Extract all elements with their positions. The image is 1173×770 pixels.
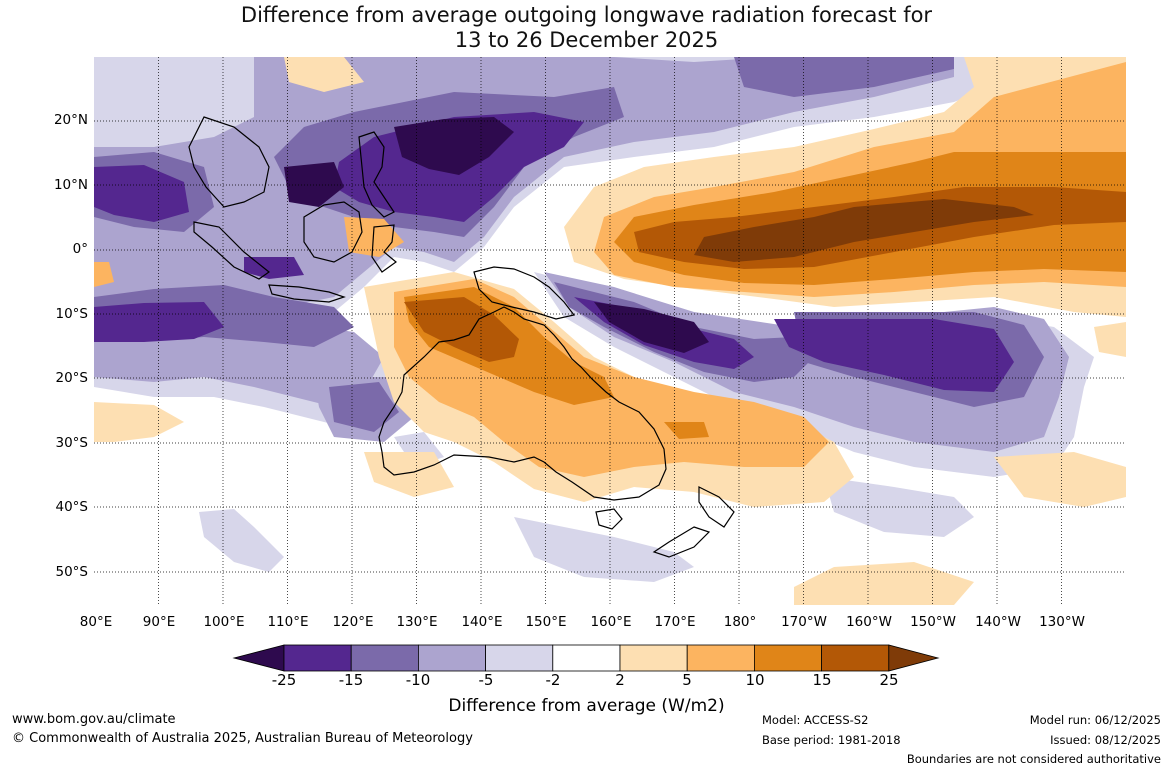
issued-text: Issued: 08/12/2025 <box>1050 733 1161 747</box>
lon-label-110E: 110°E <box>267 614 309 630</box>
olr-anomaly-map <box>94 57 1126 605</box>
colorbar-segment-minus-15-to-minus-10 <box>350 644 419 672</box>
colorbar <box>232 644 940 672</box>
lon-label-130W: 130°W <box>1039 614 1085 630</box>
java-coastline <box>268 284 346 303</box>
lon-label-90E: 90°E <box>142 614 176 630</box>
colorbar-tick-5: 5 <box>682 671 692 689</box>
sumatra-coastline <box>193 221 271 280</box>
colorbar-segment-2-to-5 <box>619 644 688 672</box>
chart-title: Difference from average outgoing longwav… <box>0 3 1173 53</box>
lat-label-40S: 40°S <box>55 499 89 515</box>
lon-label-160E: 160°E <box>590 614 632 630</box>
lon-label-170W: 170°W <box>781 614 827 630</box>
new-zealand-south-coastline <box>652 526 711 558</box>
website-link[interactable]: www.bom.gov.au/climate <box>12 712 176 727</box>
colorbar-tick-25: 25 <box>879 671 899 689</box>
lat-label-10N: 10°N <box>53 177 88 193</box>
lon-label-170E: 170°E <box>654 614 696 630</box>
lon-label-160W: 160°W <box>846 614 892 630</box>
anomaly-band-above-25 <box>694 199 1034 262</box>
colorbar-tick-2: 2 <box>615 671 625 689</box>
indochina-coastline <box>188 116 270 208</box>
colorbar-segment-minus-5-to-minus-2 <box>485 644 554 672</box>
model-run-text: Model run: 06/12/2025 <box>1029 713 1161 727</box>
lon-label-100E: 100°E <box>203 614 245 630</box>
lon-label-140E: 140°E <box>461 614 503 630</box>
borneo-coastline <box>303 201 363 263</box>
colorbar-tick--15: -15 <box>338 671 364 689</box>
lat-label-20S: 20°S <box>55 370 89 386</box>
lat-label-30S: 30°S <box>55 435 89 451</box>
lon-label-180: 180° <box>723 614 757 630</box>
new-guinea-coastline <box>473 266 576 320</box>
colorbar-tick-10: 10 <box>745 671 765 689</box>
lon-label-140W: 140°W <box>975 614 1021 630</box>
colorbar-segment-10-to-15 <box>754 644 823 672</box>
lat-label-10S: 10°S <box>55 306 89 322</box>
colorbar-segment-minus-2-to-2 <box>552 644 621 672</box>
anomaly-band-below-minus-25 <box>284 117 709 353</box>
lon-label-130E: 130°E <box>396 614 438 630</box>
colorbar-segment-minus-25-to-minus-15 <box>283 644 352 672</box>
colorbar-tick--25: -25 <box>271 671 297 689</box>
colorbar-segment-below-minus-25 <box>232 644 285 672</box>
colorbar-tick--10: -10 <box>405 671 431 689</box>
lon-label-80E: 80°E <box>79 614 113 630</box>
colorbar-segment-15-to-25 <box>821 644 890 672</box>
colorbar-tick--5: -5 <box>478 671 494 689</box>
lat-label-20N: 20°N <box>53 112 88 128</box>
philippines-coastline <box>358 131 395 218</box>
copyright-text: © Commonwealth of Australia 2025, Austra… <box>12 731 473 746</box>
lat-label-0: 0° <box>72 241 88 257</box>
colorbar-segment-minus-10-to-minus-5 <box>417 644 486 672</box>
title-line-2: 13 to 26 December 2025 <box>454 28 719 52</box>
colorbar-tick-15: 15 <box>812 671 832 689</box>
graticule <box>94 57 1126 605</box>
colorbar-label: Difference from average (W/m2) <box>448 696 725 716</box>
australia-coastline <box>378 306 667 501</box>
disclaimer-text: Boundaries are not considered authoritat… <box>906 752 1161 766</box>
colorbar-segment-above-25 <box>888 644 940 672</box>
coastlines <box>188 116 735 558</box>
model-text: Model: ACCESS-S2 <box>762 713 869 727</box>
tasmania-coastline <box>595 508 623 530</box>
lon-label-150E: 150°E <box>525 614 567 630</box>
colorbar-segment-5-to-10 <box>686 644 755 672</box>
sulawesi-coastline <box>371 224 397 273</box>
lat-label-50S: 50°S <box>55 564 89 580</box>
base-period-text: Base period: 1981-2018 <box>762 733 901 747</box>
new-zealand-north-coastline <box>698 486 735 528</box>
title-line-1: Difference from average outgoing longwav… <box>240 3 933 27</box>
lon-label-120E: 120°E <box>332 614 374 630</box>
colorbar-tick--2: -2 <box>545 671 561 689</box>
lon-label-150W: 150°W <box>910 614 956 630</box>
